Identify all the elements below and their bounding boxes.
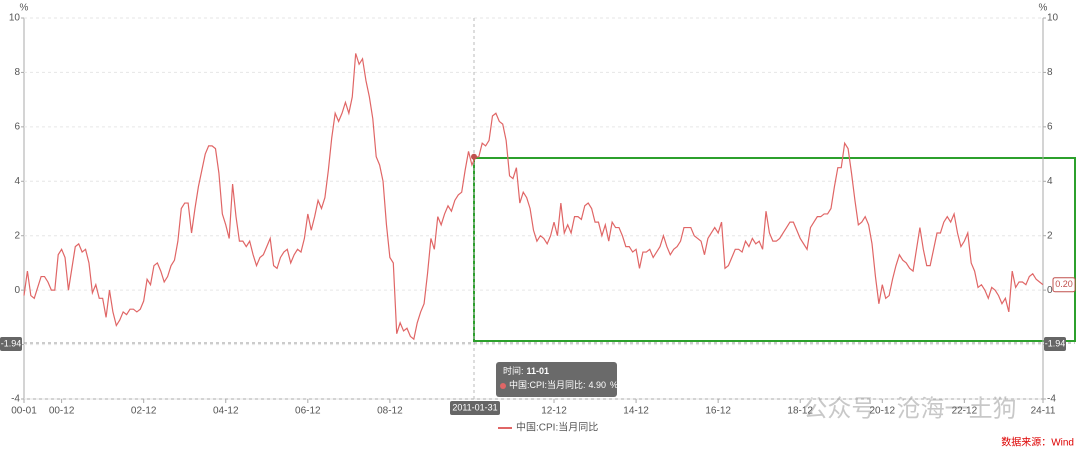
x-tick-label: 08-12: [377, 406, 403, 417]
watermark: 公众号 · 沧海一土狗: [803, 395, 1016, 422]
x-tick-label: 20-12: [869, 406, 895, 417]
crosshair-y-label-bg: [0, 337, 22, 351]
x-tick-label: 22-12: [952, 406, 978, 417]
y2-tick-label: 2: [1047, 230, 1053, 241]
x-tick-label: 24-11: [1031, 406, 1056, 417]
tooltip-value: 4.90: [589, 380, 607, 390]
y2-unit: %: [1039, 3, 1048, 14]
x-tick-label: 00-01: [11, 406, 37, 417]
tooltip-title: 时间: 11-01: [503, 365, 549, 376]
x-tick-label: 02-12: [131, 406, 157, 417]
crosshair-y2-label-bg: [1044, 337, 1066, 351]
y-tick-label: 0: [14, 285, 20, 296]
y-tick-label: 6: [14, 121, 20, 132]
last-value-label-bg: [1052, 277, 1076, 293]
y-tick-label: 10: [9, 13, 21, 24]
y-unit: %: [20, 3, 29, 14]
y2-tick-label: 6: [1047, 121, 1053, 132]
crosshair-y-label: -1.94: [1, 338, 22, 348]
hover-point: [471, 153, 477, 160]
tooltip: 时间: 11-01 中国:CPI:当月同比: 4.90%: [496, 362, 618, 397]
x-tick-label: 18-12: [787, 406, 813, 417]
source: 数据来源：Wind: [1001, 436, 1074, 449]
y2-tick-label: 8: [1047, 67, 1053, 78]
tooltip-dot: [500, 383, 506, 389]
x-tick-label: 16-12: [705, 406, 731, 417]
highlight-box: [473, 157, 1076, 342]
tooltip-time: 11-01: [527, 366, 550, 376]
tooltip-series: 中国:CPI:当月同比:: [509, 379, 586, 390]
last-value-label: 0.20: [1055, 279, 1073, 289]
y2-tick-label: 0: [1047, 285, 1053, 296]
legend-label: 中国:CPI:当月同比: [516, 421, 598, 434]
crosshair-y2-label: -1.94: [1045, 338, 1066, 348]
tooltip-time-label: 时间:: [503, 365, 524, 376]
crosshair-x-label: 2011-01-31: [452, 402, 497, 412]
tooltip-row: 中国:CPI:当月同比: 4.90%: [509, 379, 618, 390]
y2-tick-label: 4: [1047, 176, 1053, 187]
y-tick-label: -4: [11, 394, 20, 405]
y-tick-label: 4: [14, 176, 20, 187]
x-tick-label: 06-12: [295, 406, 321, 417]
x-tick-label: 04-12: [213, 406, 239, 417]
tooltip-unit: %: [610, 380, 618, 390]
y-tick-label: 2: [14, 230, 20, 241]
y-tick-label: 8: [14, 67, 20, 78]
crosshair-x-label-bg: [450, 401, 500, 415]
y2-tick-label: -4: [1047, 394, 1056, 405]
y2-tick-label: 10: [1047, 13, 1059, 24]
tooltip-bg: [496, 362, 617, 397]
series-line: [23, 53, 1044, 341]
x-tick-label: 14-12: [623, 406, 649, 417]
x-tick-label: 00-12: [49, 406, 75, 417]
x-tick-label: 12-12: [541, 406, 567, 417]
